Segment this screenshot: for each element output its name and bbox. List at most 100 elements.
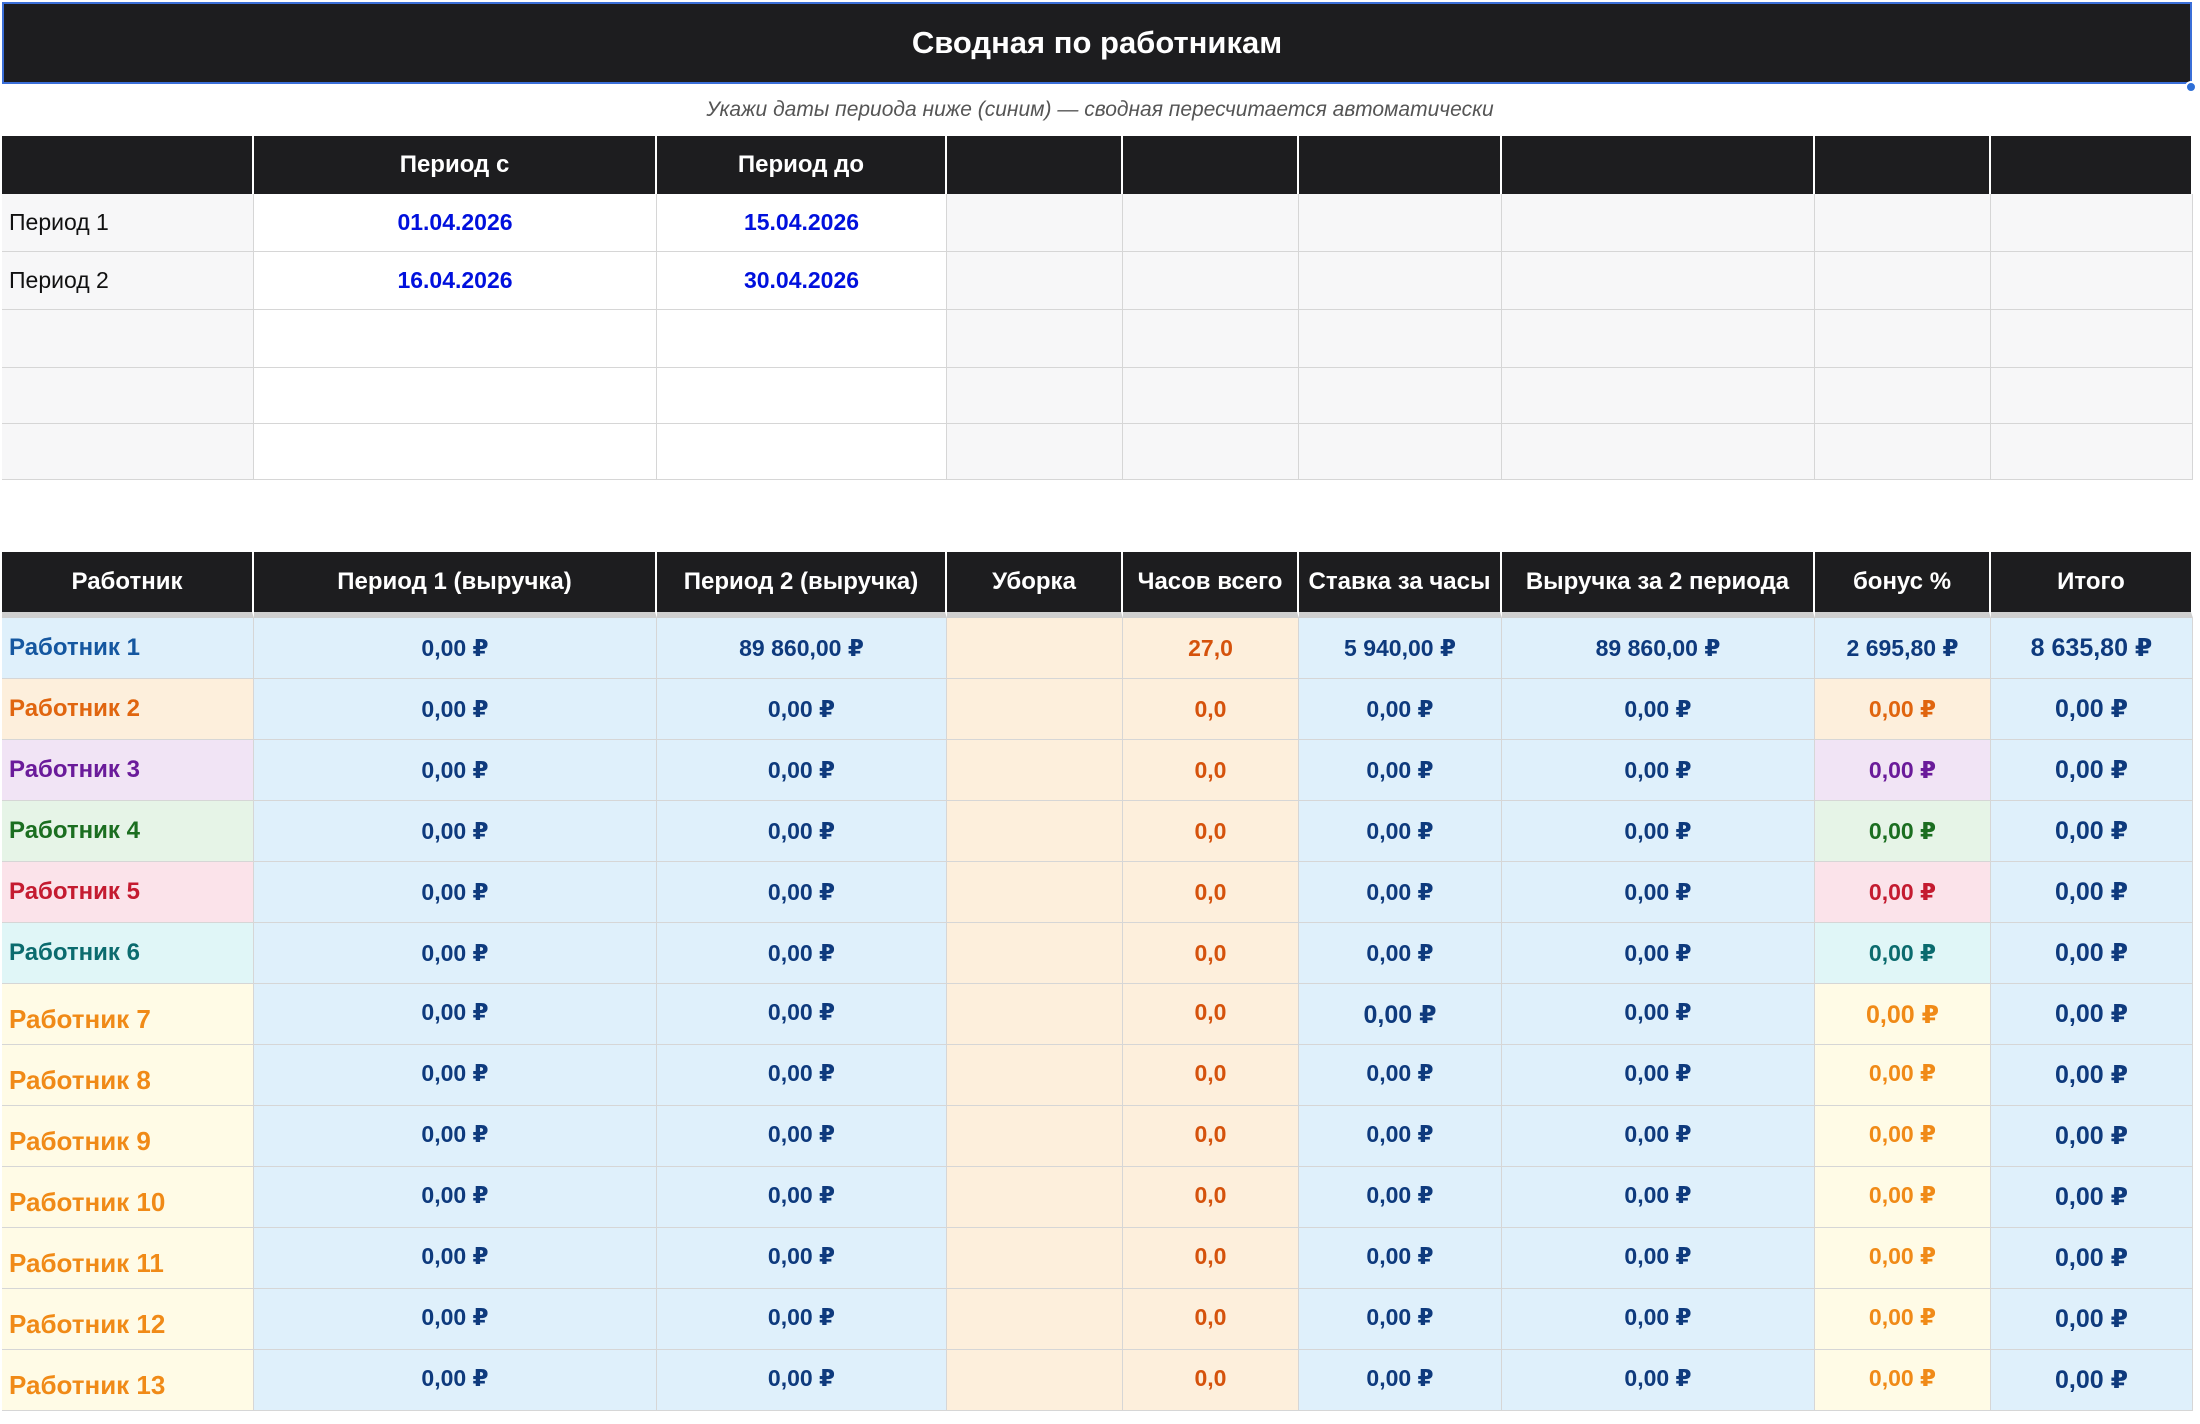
hourly-rate-cell[interactable]: 0,00 ₽ [1299,1045,1502,1106]
hourly-rate-cell[interactable]: 0,00 ₽ [1299,1350,1502,1411]
empty-cell[interactable] [1991,368,2193,424]
empty-cell[interactable] [1299,252,1502,310]
hours-total-cell[interactable]: 0,0 [1123,1350,1299,1411]
hours-total-cell[interactable]: 0,0 [1123,679,1299,740]
hours-total-cell[interactable]: 27,0 [1123,618,1299,679]
period-label-cell[interactable] [2,424,254,480]
worker-name-cell[interactable]: Работник 2 [2,679,254,740]
period-from-cell[interactable]: 16.04.2026 [254,252,657,310]
period1-revenue-cell[interactable]: 0,00 ₽ [254,801,657,862]
cleaning-cell[interactable] [947,740,1123,801]
empty-cell[interactable] [1123,424,1299,480]
revenue-2periods-cell[interactable]: 0,00 ₽ [1502,679,1815,740]
period-label-cell[interactable] [2,310,254,368]
selection-handle[interactable] [2185,81,2197,93]
cleaning-cell[interactable] [947,801,1123,862]
hourly-rate-cell[interactable]: 0,00 ₽ [1299,923,1502,984]
total-cell[interactable]: 0,00 ₽ [1991,1045,2193,1106]
total-cell[interactable]: 0,00 ₽ [1991,862,2193,923]
period1-revenue-cell[interactable]: 0,00 ₽ [254,1167,657,1228]
revenue-2periods-cell[interactable]: 0,00 ₽ [1502,923,1815,984]
total-cell[interactable]: 0,00 ₽ [1991,1167,2193,1228]
period1-revenue-cell[interactable]: 0,00 ₽ [254,984,657,1045]
bonus-cell[interactable]: 0,00 ₽ [1815,1045,1991,1106]
bonus-cell[interactable]: 0,00 ₽ [1815,923,1991,984]
empty-cell[interactable] [1123,368,1299,424]
cleaning-cell[interactable] [947,1045,1123,1106]
cleaning-cell[interactable] [947,679,1123,740]
revenue-2periods-cell[interactable]: 0,00 ₽ [1502,1350,1815,1411]
worker-name-cell[interactable]: Работник 1 [2,618,254,679]
bonus-cell[interactable]: 0,00 ₽ [1815,1228,1991,1289]
hours-total-cell[interactable]: 0,0 [1123,801,1299,862]
period1-revenue-cell[interactable]: 0,00 ₽ [254,862,657,923]
period-to-cell[interactable] [657,368,947,424]
period-to-cell[interactable] [657,310,947,368]
empty-cell[interactable] [1502,252,1815,310]
period-from-cell[interactable] [254,368,657,424]
period2-revenue-cell[interactable]: 0,00 ₽ [657,1228,947,1289]
worker-name-cell[interactable]: Работник 13 [2,1350,254,1411]
empty-cell[interactable] [1299,194,1502,252]
total-cell[interactable]: 0,00 ₽ [1991,923,2193,984]
worker-name-cell[interactable]: Работник 7 [2,984,254,1045]
hours-total-cell[interactable]: 0,0 [1123,1228,1299,1289]
hourly-rate-cell[interactable]: 0,00 ₽ [1299,984,1502,1045]
cleaning-cell[interactable] [947,923,1123,984]
hourly-rate-cell[interactable]: 0,00 ₽ [1299,801,1502,862]
period1-revenue-cell[interactable]: 0,00 ₽ [254,1106,657,1167]
cleaning-cell[interactable] [947,862,1123,923]
hours-total-cell[interactable]: 0,0 [1123,1167,1299,1228]
empty-cell[interactable] [1123,194,1299,252]
period1-revenue-cell[interactable]: 0,00 ₽ [254,740,657,801]
bonus-cell[interactable]: 0,00 ₽ [1815,1106,1991,1167]
revenue-2periods-cell[interactable]: 0,00 ₽ [1502,984,1815,1045]
period2-revenue-cell[interactable]: 89 860,00 ₽ [657,618,947,679]
hourly-rate-cell[interactable]: 0,00 ₽ [1299,1289,1502,1350]
bonus-cell[interactable]: 0,00 ₽ [1815,679,1991,740]
period2-revenue-cell[interactable]: 0,00 ₽ [657,801,947,862]
revenue-2periods-cell[interactable]: 0,00 ₽ [1502,1045,1815,1106]
period2-revenue-cell[interactable]: 0,00 ₽ [657,1289,947,1350]
hours-total-cell[interactable]: 0,0 [1123,984,1299,1045]
period1-revenue-cell[interactable]: 0,00 ₽ [254,1045,657,1106]
hours-total-cell[interactable]: 0,0 [1123,923,1299,984]
cleaning-cell[interactable] [947,1350,1123,1411]
period2-revenue-cell[interactable]: 0,00 ₽ [657,1106,947,1167]
worker-name-cell[interactable]: Работник 3 [2,740,254,801]
cleaning-cell[interactable] [947,1228,1123,1289]
total-cell[interactable]: 0,00 ₽ [1991,984,2193,1045]
empty-cell[interactable] [1991,424,2193,480]
worker-name-cell[interactable]: Работник 10 [2,1167,254,1228]
period2-revenue-cell[interactable]: 0,00 ₽ [657,1167,947,1228]
revenue-2periods-cell[interactable]: 0,00 ₽ [1502,1106,1815,1167]
period-label-cell[interactable] [2,368,254,424]
empty-cell[interactable] [1815,368,1991,424]
empty-cell[interactable] [947,252,1123,310]
hours-total-cell[interactable]: 0,0 [1123,740,1299,801]
bonus-cell[interactable]: 2 695,80 ₽ [1815,618,1991,679]
period2-revenue-cell[interactable]: 0,00 ₽ [657,862,947,923]
hourly-rate-cell[interactable]: 0,00 ₽ [1299,862,1502,923]
revenue-2periods-cell[interactable]: 0,00 ₽ [1502,1289,1815,1350]
period1-revenue-cell[interactable]: 0,00 ₽ [254,1228,657,1289]
period-from-cell[interactable] [254,424,657,480]
period2-revenue-cell[interactable]: 0,00 ₽ [657,1045,947,1106]
period2-revenue-cell[interactable]: 0,00 ₽ [657,740,947,801]
period-from-cell[interactable]: 01.04.2026 [254,194,657,252]
bonus-cell[interactable]: 0,00 ₽ [1815,1167,1991,1228]
revenue-2periods-cell[interactable]: 0,00 ₽ [1502,1167,1815,1228]
worker-name-cell[interactable]: Работник 9 [2,1106,254,1167]
total-cell[interactable]: 0,00 ₽ [1991,1228,2193,1289]
empty-cell[interactable] [1502,424,1815,480]
bonus-cell[interactable]: 0,00 ₽ [1815,740,1991,801]
period2-revenue-cell[interactable]: 0,00 ₽ [657,984,947,1045]
empty-cell[interactable] [1502,310,1815,368]
period2-revenue-cell[interactable]: 0,00 ₽ [657,1350,947,1411]
total-cell[interactable]: 0,00 ₽ [1991,801,2193,862]
total-cell[interactable]: 0,00 ₽ [1991,1289,2193,1350]
empty-cell[interactable] [1815,310,1991,368]
period-from-cell[interactable] [254,310,657,368]
worker-name-cell[interactable]: Работник 5 [2,862,254,923]
cleaning-cell[interactable] [947,1106,1123,1167]
